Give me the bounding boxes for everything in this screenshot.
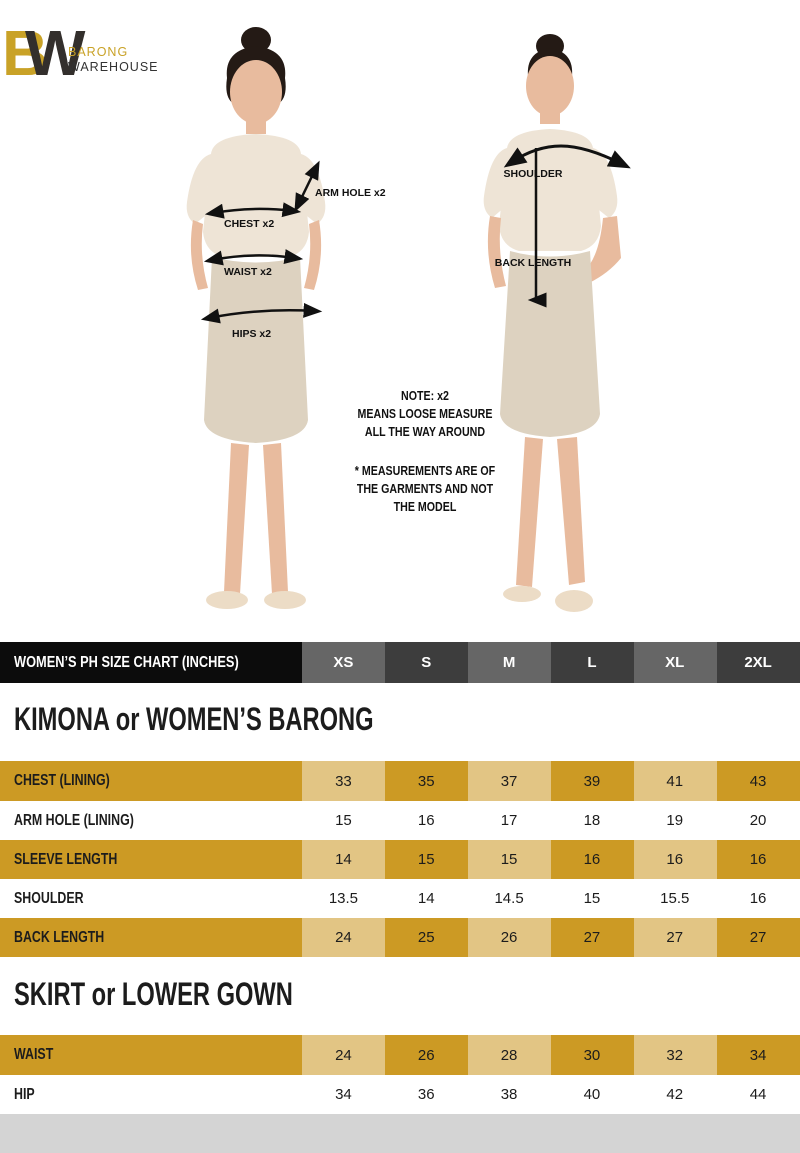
- svg-text:SHOULDER: SHOULDER: [504, 168, 563, 180]
- svg-text:ARM HOLE x2: ARM HOLE x2: [315, 187, 386, 199]
- svg-text:ALL THE WAY AROUND: ALL THE WAY AROUND: [365, 424, 485, 439]
- svg-text:WAIST x2: WAIST x2: [224, 266, 272, 278]
- svg-text:MEANS LOOSE MEASURE: MEANS LOOSE MEASURE: [358, 406, 493, 421]
- svg-text:THE GARMENTS AND NOT: THE GARMENTS AND NOT: [357, 481, 494, 496]
- svg-text:HIPS x2: HIPS x2: [232, 328, 271, 340]
- svg-text:CHEST x2: CHEST x2: [224, 218, 274, 230]
- svg-text:THE MODEL: THE MODEL: [394, 499, 457, 514]
- svg-text:NOTE: x2: NOTE: x2: [401, 388, 449, 403]
- svg-text:BACK LENGTH: BACK LENGTH: [495, 257, 571, 269]
- svg-text:* MEASUREMENTS ARE OF: * MEASUREMENTS ARE OF: [355, 463, 495, 478]
